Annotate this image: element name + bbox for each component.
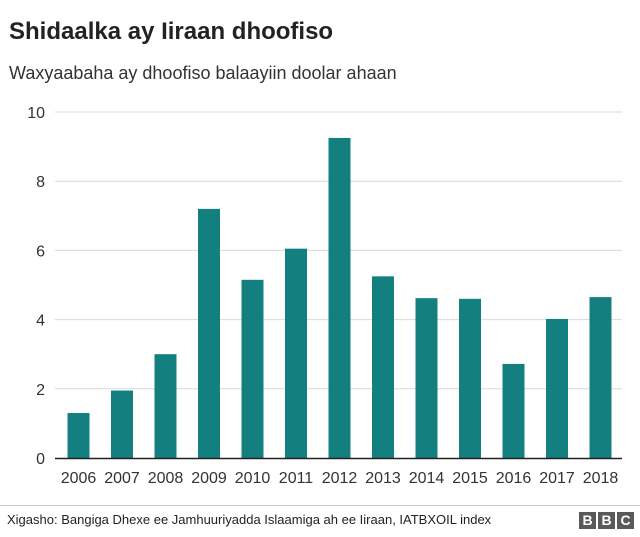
y-tick-label: 10 [27, 105, 45, 122]
y-tick-label: 2 [36, 382, 45, 399]
y-tick-label: 0 [36, 451, 45, 468]
bar-2010 [241, 279, 264, 458]
x-tick-label: 2016 [496, 470, 532, 487]
source-note: Xigasho: Bangiga Dhexe ee Jamhuuriyadda … [7, 512, 492, 527]
bar-2015 [459, 298, 481, 458]
bar-2017 [546, 318, 568, 458]
bar-2008 [154, 354, 177, 458]
bar-chart: 0 2 4 6 8 10 2006 2007 2008 2009 2010 2011 2012 2013… [27, 105, 622, 487]
bbc-logo: B B C [579, 512, 634, 529]
bar-2016 [502, 363, 525, 458]
bbc-logo-letter: B [598, 512, 615, 529]
bbc-logo-letter: B [579, 512, 596, 529]
bbc-logo-letter: C [617, 512, 634, 529]
bar-2012 [328, 137, 351, 458]
x-tick-label: 2007 [104, 470, 140, 487]
x-tick-label: 2011 [279, 470, 314, 487]
bar-2014 [415, 298, 438, 458]
x-tick-label: 2009 [191, 470, 227, 487]
chart-subtitle: Waxyaabaha ay dhoofiso balaayiin doolar … [9, 63, 397, 83]
x-tick-label: 2012 [322, 470, 358, 487]
x-tick-label: 2015 [452, 470, 488, 487]
x-tick-label: 2010 [235, 470, 271, 487]
x-tick-label: 2006 [61, 470, 97, 487]
y-tick-label: 8 [36, 174, 45, 191]
x-tick-label: 2013 [365, 470, 401, 487]
y-tick-label: 4 [36, 313, 45, 330]
x-tick-label: 2008 [148, 470, 184, 487]
bar-2013 [372, 276, 394, 458]
x-tick-label: 2014 [409, 470, 445, 487]
y-tick-label: 6 [36, 243, 45, 260]
bar-2009 [198, 208, 220, 458]
chart-title: Shidaalka ay Iiraan dhoofiso [9, 18, 334, 45]
bar-2018 [589, 297, 612, 458]
bar-2006 [67, 413, 90, 458]
bars [67, 137, 612, 458]
footer-divider [0, 505, 640, 506]
y-axis-ticks: 0 2 4 6 8 10 [27, 105, 45, 468]
x-axis-ticks: 2006 2007 2008 2009 2010 2011 2012 2013 2014 2015… [61, 470, 619, 487]
x-tick-label: 2018 [583, 470, 619, 487]
bar-2007 [111, 390, 133, 458]
bar-2011 [285, 248, 307, 458]
x-tick-label: 2017 [539, 470, 575, 487]
